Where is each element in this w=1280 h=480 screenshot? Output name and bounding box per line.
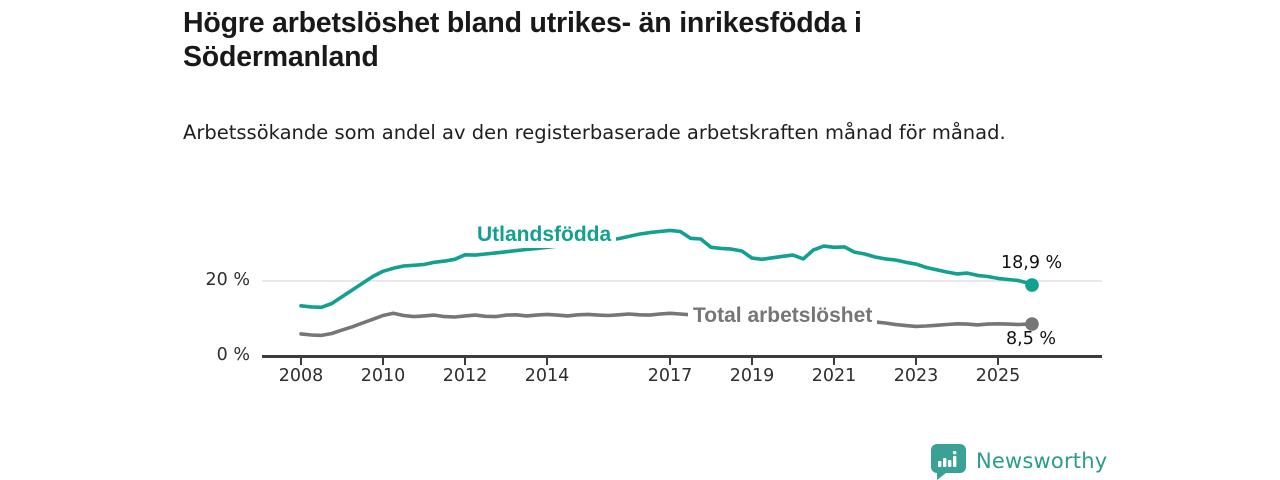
series-end-dot-total	[1025, 317, 1039, 331]
x-axis-tick-label: 2012	[442, 366, 488, 386]
x-axis-tick-label: 2021	[811, 366, 857, 386]
chart-subtitle: Arbetssökande som andel av den registerb…	[183, 121, 1006, 144]
y-axis-tick-label: 0 %	[216, 345, 250, 365]
series-label-utlandsfodda: Utlandsfödda	[472, 222, 617, 248]
newsworthy-logo-text: Newsworthy	[976, 449, 1108, 473]
x-axis-tick-label: 2019	[729, 366, 775, 386]
x-axis-tick-label: 2023	[893, 366, 939, 386]
x-axis-tick-label: 2014	[524, 366, 570, 386]
series-end-dot-utlandsfodda	[1025, 278, 1039, 292]
series-line-total	[299, 311, 1034, 338]
chart-bubble-icon	[931, 444, 966, 480]
x-axis-tick-label: 2008	[278, 366, 324, 386]
chart-title: Högre arbetslöshet bland utrikes- än inr…	[183, 7, 862, 73]
end-value-label-total: 8,5 %	[1006, 329, 1057, 349]
x-axis-tick-label: 2025	[975, 366, 1021, 386]
series-line-utlandsfodda	[299, 228, 1034, 310]
newsworthy-logo[interactable]: Newsworthy	[929, 442, 1107, 480]
series-label-total-arbetsloshet: Total arbetslöshet	[688, 303, 878, 329]
y-axis-tick-label: 20 %	[205, 270, 250, 290]
end-value-label-utlandsfodda: 18,9 %	[1001, 253, 1063, 273]
x-axis-tick-label: 2017	[647, 366, 693, 386]
x-axis-tick-label: 2010	[360, 366, 406, 386]
